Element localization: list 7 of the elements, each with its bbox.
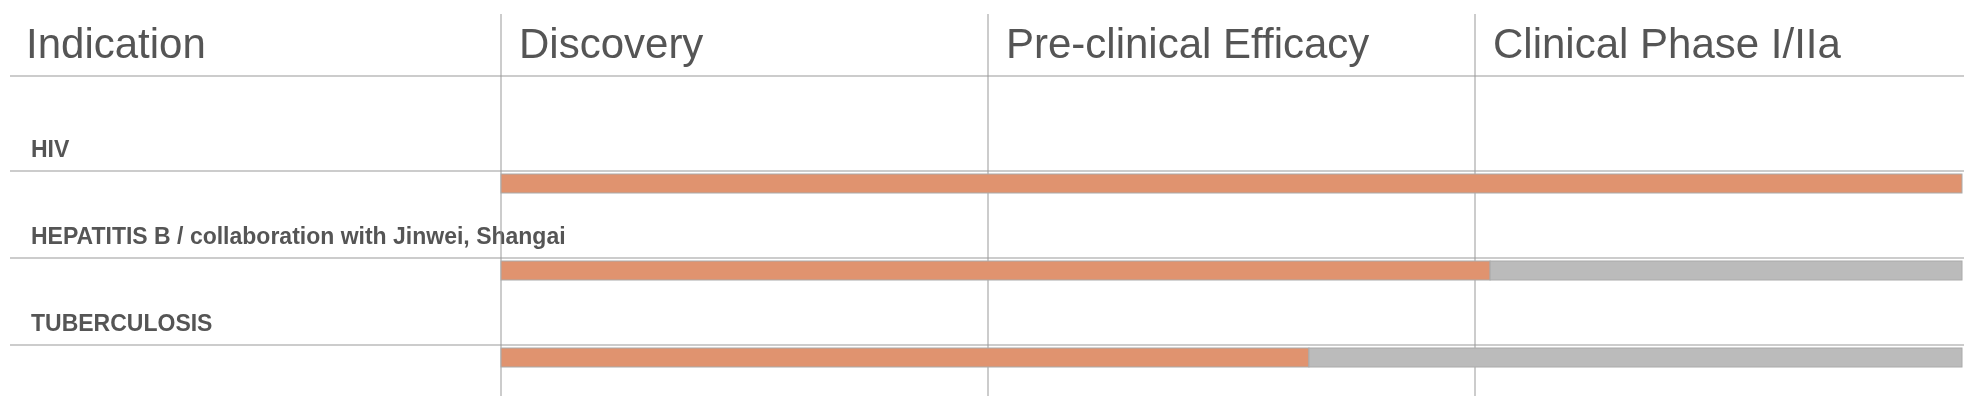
y-tick-label: HEPATITIS B / collaboration with Jinwei, Shangai <box>31 223 566 249</box>
text: Clinical Phase I/IIa <box>1493 20 1842 67</box>
y-tick-label: HIV <box>31 136 70 162</box>
text: Pre-clinical Efficacy <box>1006 20 1370 67</box>
y-axis-title: Indication <box>26 20 206 67</box>
y-tick-label: TUBERCULOSIS <box>31 310 213 336</box>
text: Discovery <box>519 20 704 67</box>
